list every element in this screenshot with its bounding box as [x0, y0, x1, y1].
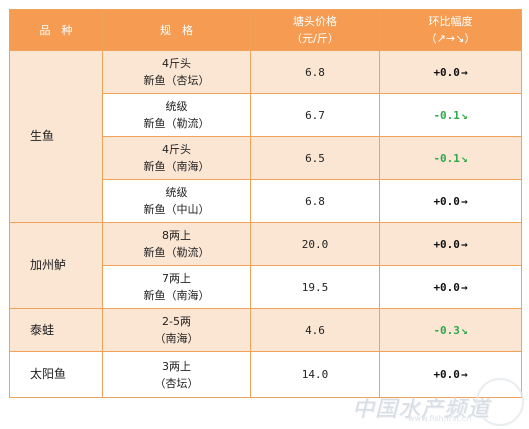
arrow-down-right-icon: ↘: [460, 108, 468, 122]
globe-watermark-icon: [476, 378, 524, 426]
header-change: 环比幅度 （↗→↘）: [379, 9, 522, 51]
change-cell: +0.0→: [379, 222, 522, 266]
change-cell: -0.1↘: [379, 136, 522, 180]
price-value: 6.8: [305, 194, 325, 208]
spec-origin: 新鱼（勒流）: [143, 246, 210, 259]
spec-grade: 统级: [165, 186, 188, 199]
price-cell: 6.8: [250, 50, 380, 94]
spec-grade: 2-5两: [162, 315, 191, 328]
price-value: 6.7: [305, 108, 325, 122]
header-price-unit: （元/斤）: [291, 32, 339, 45]
variety-cell: 太阳鱼: [9, 351, 103, 398]
price-cell: 19.5: [250, 265, 380, 309]
arrow-right-icon: →: [460, 368, 468, 381]
price-value: 20.0: [301, 237, 329, 251]
header-row: 品 种 规 格 塘头价格 （元/斤） 环比幅度 （↗→↘）: [9, 9, 522, 51]
spec-cell: 8两上 新鱼（勒流）: [102, 222, 251, 266]
table-row: 太阳鱼 3两上 （杏坛） 14.0 +0.0→: [9, 351, 522, 398]
price-table: 品 种 规 格 塘头价格 （元/斤） 环比幅度 （↗→↘） 生鱼 4斤头 新鱼（…: [9, 9, 522, 398]
table-row: 加州鲈 8两上 新鱼（勒流） 20.0 +0.0→: [9, 222, 522, 309]
header-variety-label: 品 种: [39, 23, 73, 37]
spec-origin: 新鱼（勒流）: [143, 117, 210, 130]
variety-label: 生鱼: [30, 129, 55, 143]
price-cell: 4.6: [250, 308, 380, 352]
price-cell: 20.0: [250, 222, 380, 266]
table-row: 7两上 新鱼（南海） 19.5 +0.0→: [10, 265, 522, 309]
price-cell: 6.7: [250, 93, 380, 137]
spec-grade: 7两上: [162, 272, 191, 285]
spec-grade: 8两上: [162, 229, 191, 242]
table-row: 4斤头 新鱼（南海） 6.5 -0.1↘: [10, 136, 522, 180]
spec-cell: 4斤头 新鱼（南海）: [102, 136, 251, 180]
spec-origin: （南海）: [154, 332, 199, 345]
price-cell: 14.0: [250, 351, 380, 398]
change-value: -0.1: [433, 151, 460, 165]
header-change-label: 环比幅度: [428, 15, 473, 28]
header-price-label: 塘头价格: [293, 15, 337, 28]
variety-cell: 泰蛙: [9, 308, 103, 352]
price-cell: 6.8: [250, 179, 380, 223]
spec-grade: 4斤头: [162, 57, 191, 70]
table-row: 统级 新鱼（中山） 6.8 +0.0→: [10, 179, 522, 223]
price-value: 4.6: [305, 323, 325, 337]
spec-grade: 4斤头: [162, 143, 191, 156]
spec-origin: 新鱼（南海）: [143, 289, 210, 302]
change-cell: +0.0→: [379, 179, 522, 223]
spec-cell: 4斤头 新鱼（杏坛）: [102, 50, 251, 94]
watermark-text: 中国水产频道: [352, 397, 491, 422]
price-value: 6.8: [305, 65, 325, 79]
change-value: +0.0: [433, 280, 460, 294]
variety-label: 泰蛙: [30, 322, 55, 337]
spec-origin: （杏坛）: [154, 376, 199, 390]
variety-label: 太阳鱼: [30, 367, 67, 381]
change-cell: -0.1↘: [379, 93, 522, 137]
price-value: 19.5: [301, 280, 329, 294]
variety-cell: 生鱼: [9, 50, 103, 223]
spec-grade: 3两上: [162, 359, 191, 373]
arrow-right-icon: →: [460, 237, 468, 251]
change-value: +0.0: [433, 237, 460, 251]
header-spec: 规 格: [102, 9, 251, 51]
change-cell: +0.0→: [379, 50, 522, 94]
spec-origin: 新鱼（杏坛）: [143, 74, 210, 87]
change-cell: +0.0→: [379, 265, 522, 309]
spec-cell: 2-5两 （南海）: [102, 308, 251, 352]
header-spec-label: 规 格: [160, 23, 193, 37]
change-value: +0.0: [433, 65, 460, 79]
price-cell: 6.5: [250, 136, 380, 180]
table-row: 泰蛙 2-5两 （南海） 4.6 -0.3↘: [9, 308, 522, 352]
spec-cell: 7两上 新鱼（南海）: [102, 265, 251, 309]
spec-origin: 新鱼（南海）: [143, 160, 210, 173]
variety-label: 加州鲈: [30, 258, 67, 272]
table-row: 统级 新鱼（勒流） 6.7 -0.1↘: [10, 93, 522, 137]
spec-cell: 统级 新鱼（勒流）: [102, 93, 251, 137]
header-price: 塘头价格 （元/斤）: [250, 9, 380, 51]
variety-cell: 加州鲈: [9, 222, 103, 309]
spec-origin: 新鱼（中山）: [143, 203, 210, 216]
change-cell: -0.3↘: [379, 308, 522, 352]
header-change-legend: （↗→↘）: [425, 32, 476, 45]
price-value: 14.0: [301, 368, 329, 381]
spec-cell: 统级 新鱼（中山）: [102, 179, 251, 223]
arrow-down-right-icon: ↘: [460, 323, 468, 337]
change-cell: +0.0→: [379, 351, 522, 398]
arrow-down-right-icon: ↘: [460, 151, 468, 165]
arrow-right-icon: →: [460, 280, 468, 294]
change-value: +0.0: [433, 368, 460, 381]
arrow-right-icon: →: [460, 65, 468, 79]
watermark-url: www.fishfirst.cn: [408, 414, 472, 423]
spec-grade: 统级: [165, 100, 188, 113]
change-value: +0.0: [433, 194, 460, 208]
change-value: -0.1: [433, 108, 460, 122]
header-variety: 品 种: [9, 9, 103, 51]
spec-cell: 3两上 （杏坛）: [102, 351, 251, 398]
table-row: 生鱼 4斤头 新鱼（杏坛） 6.8 +0.0→: [9, 50, 522, 223]
price-value: 6.5: [305, 151, 325, 165]
arrow-right-icon: →: [460, 194, 468, 208]
change-value: -0.3: [433, 323, 460, 337]
